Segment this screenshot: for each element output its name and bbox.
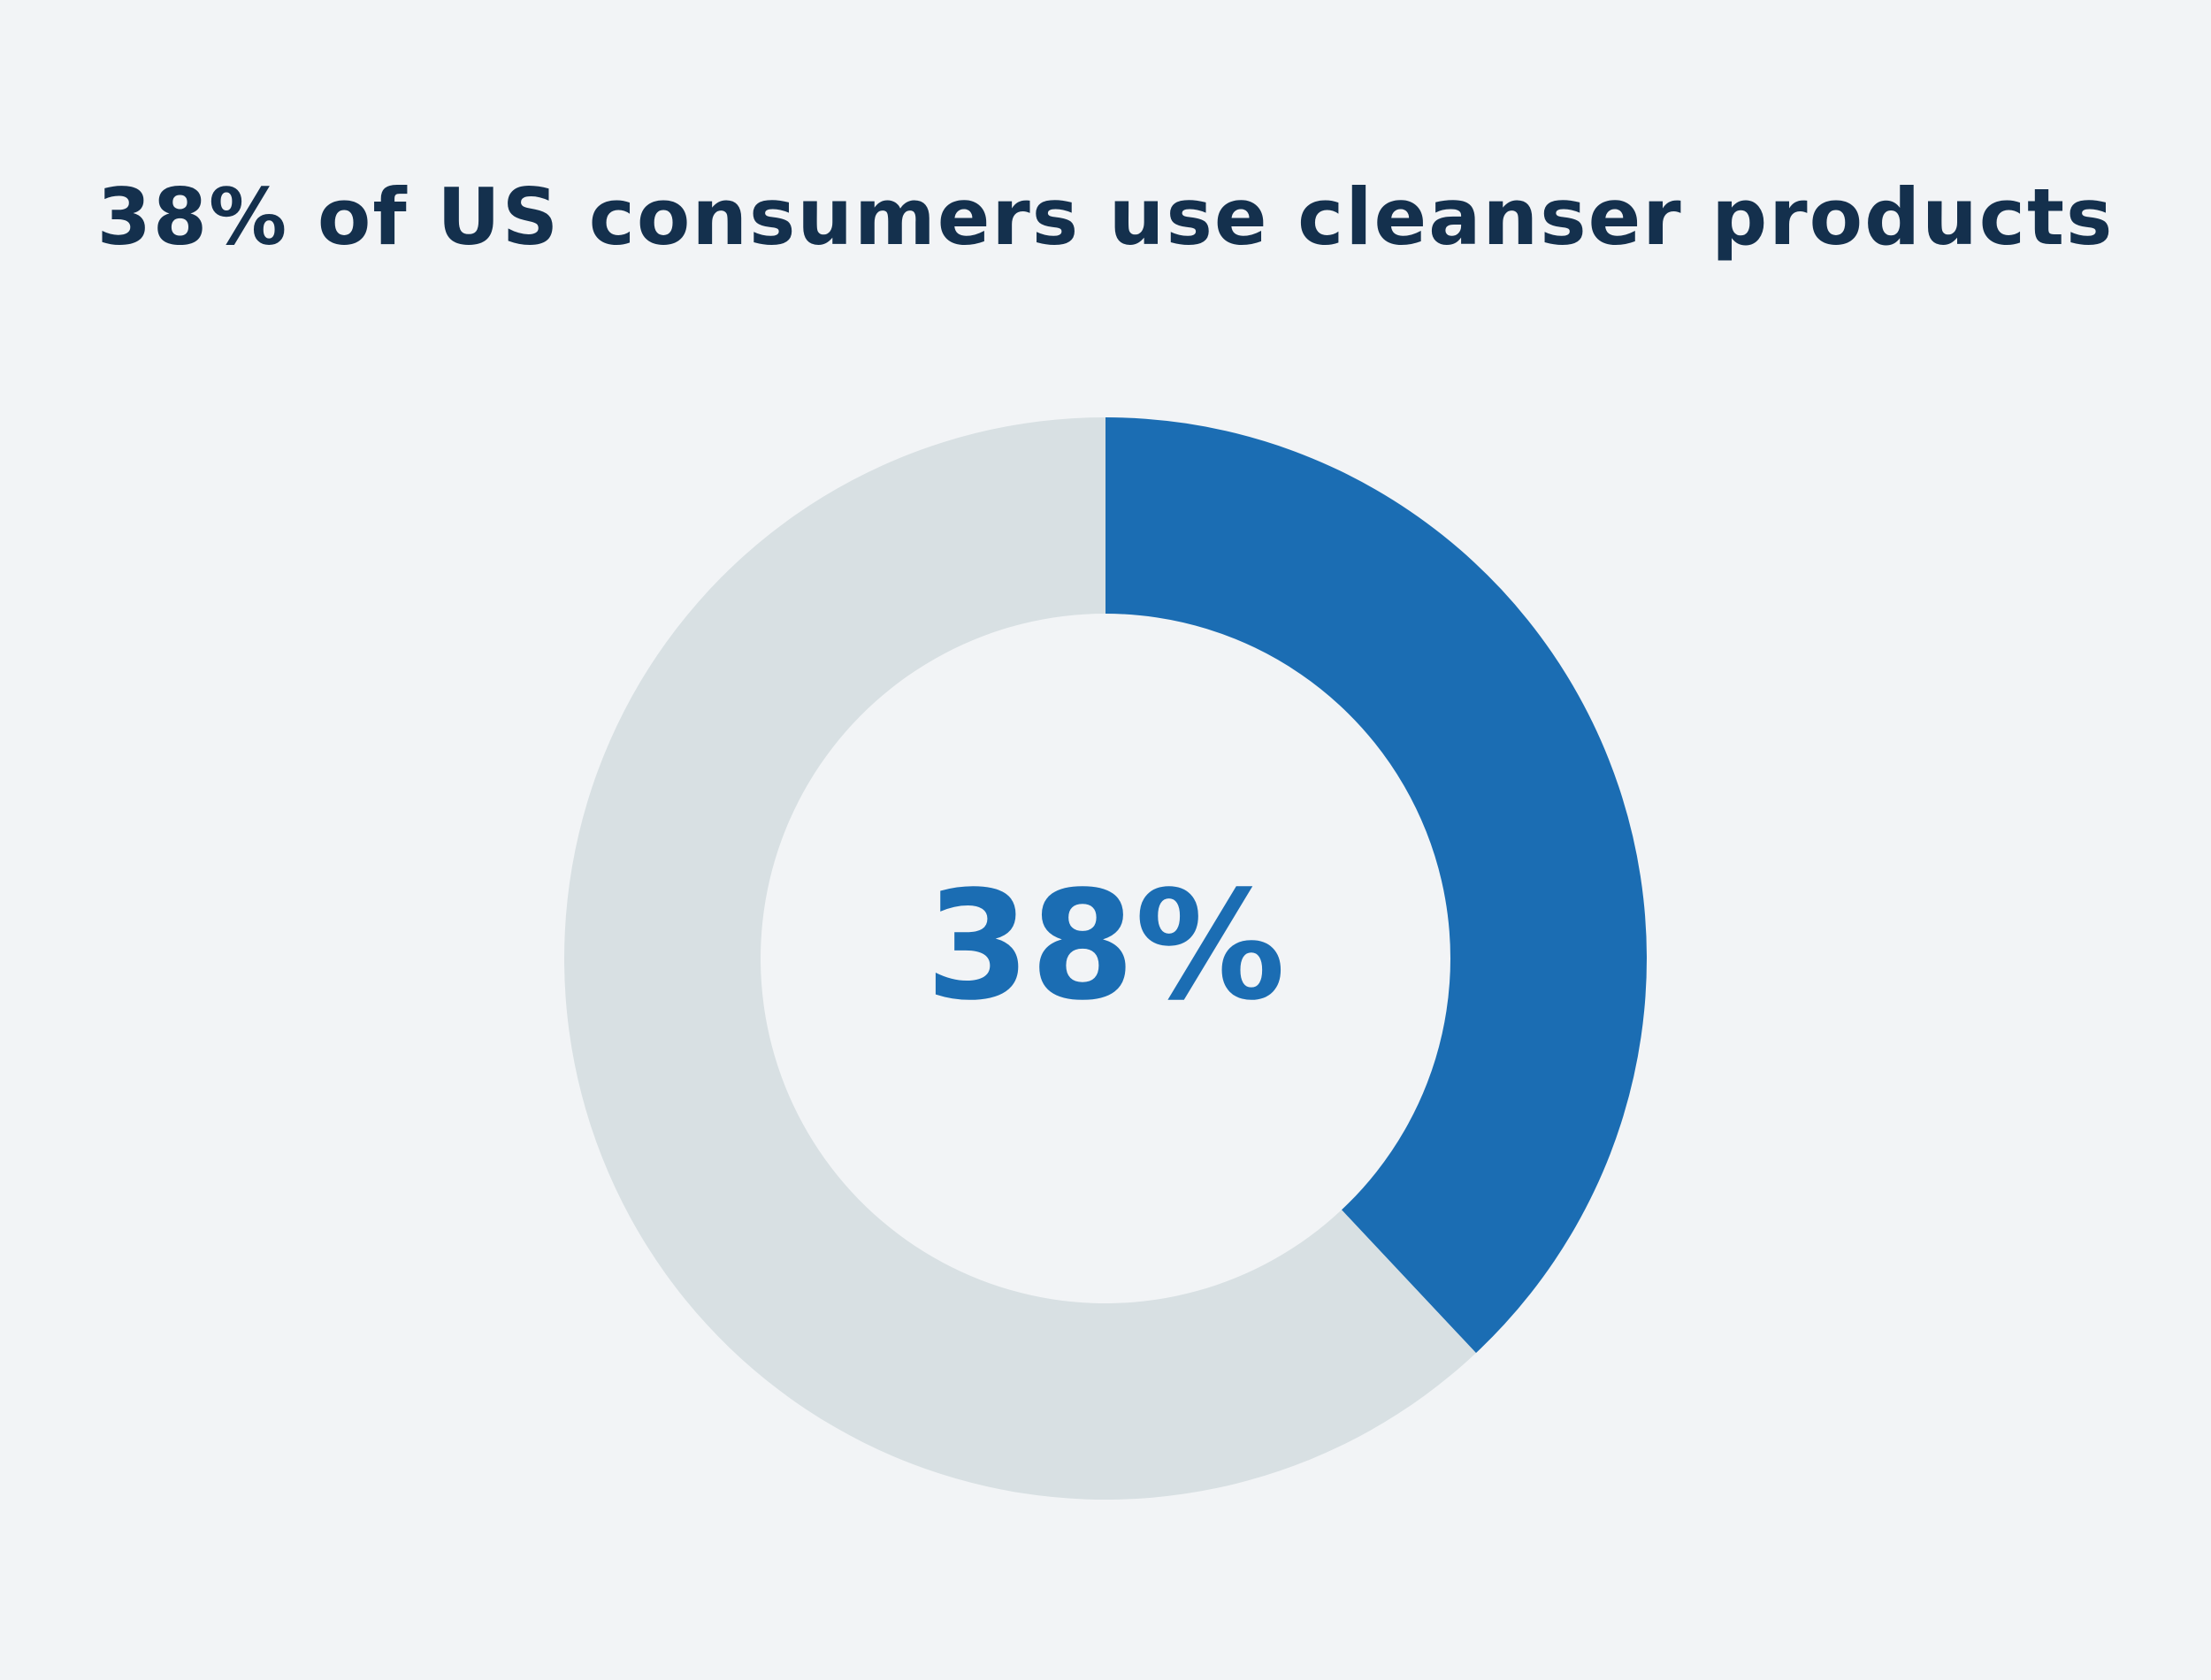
center-label: 38% — [926, 859, 1286, 1034]
chart-title: 38% of US consumers use cleanser product… — [97, 172, 2115, 263]
donut-segment — [1106, 417, 1647, 1354]
donut-segment — [563, 417, 1476, 1501]
